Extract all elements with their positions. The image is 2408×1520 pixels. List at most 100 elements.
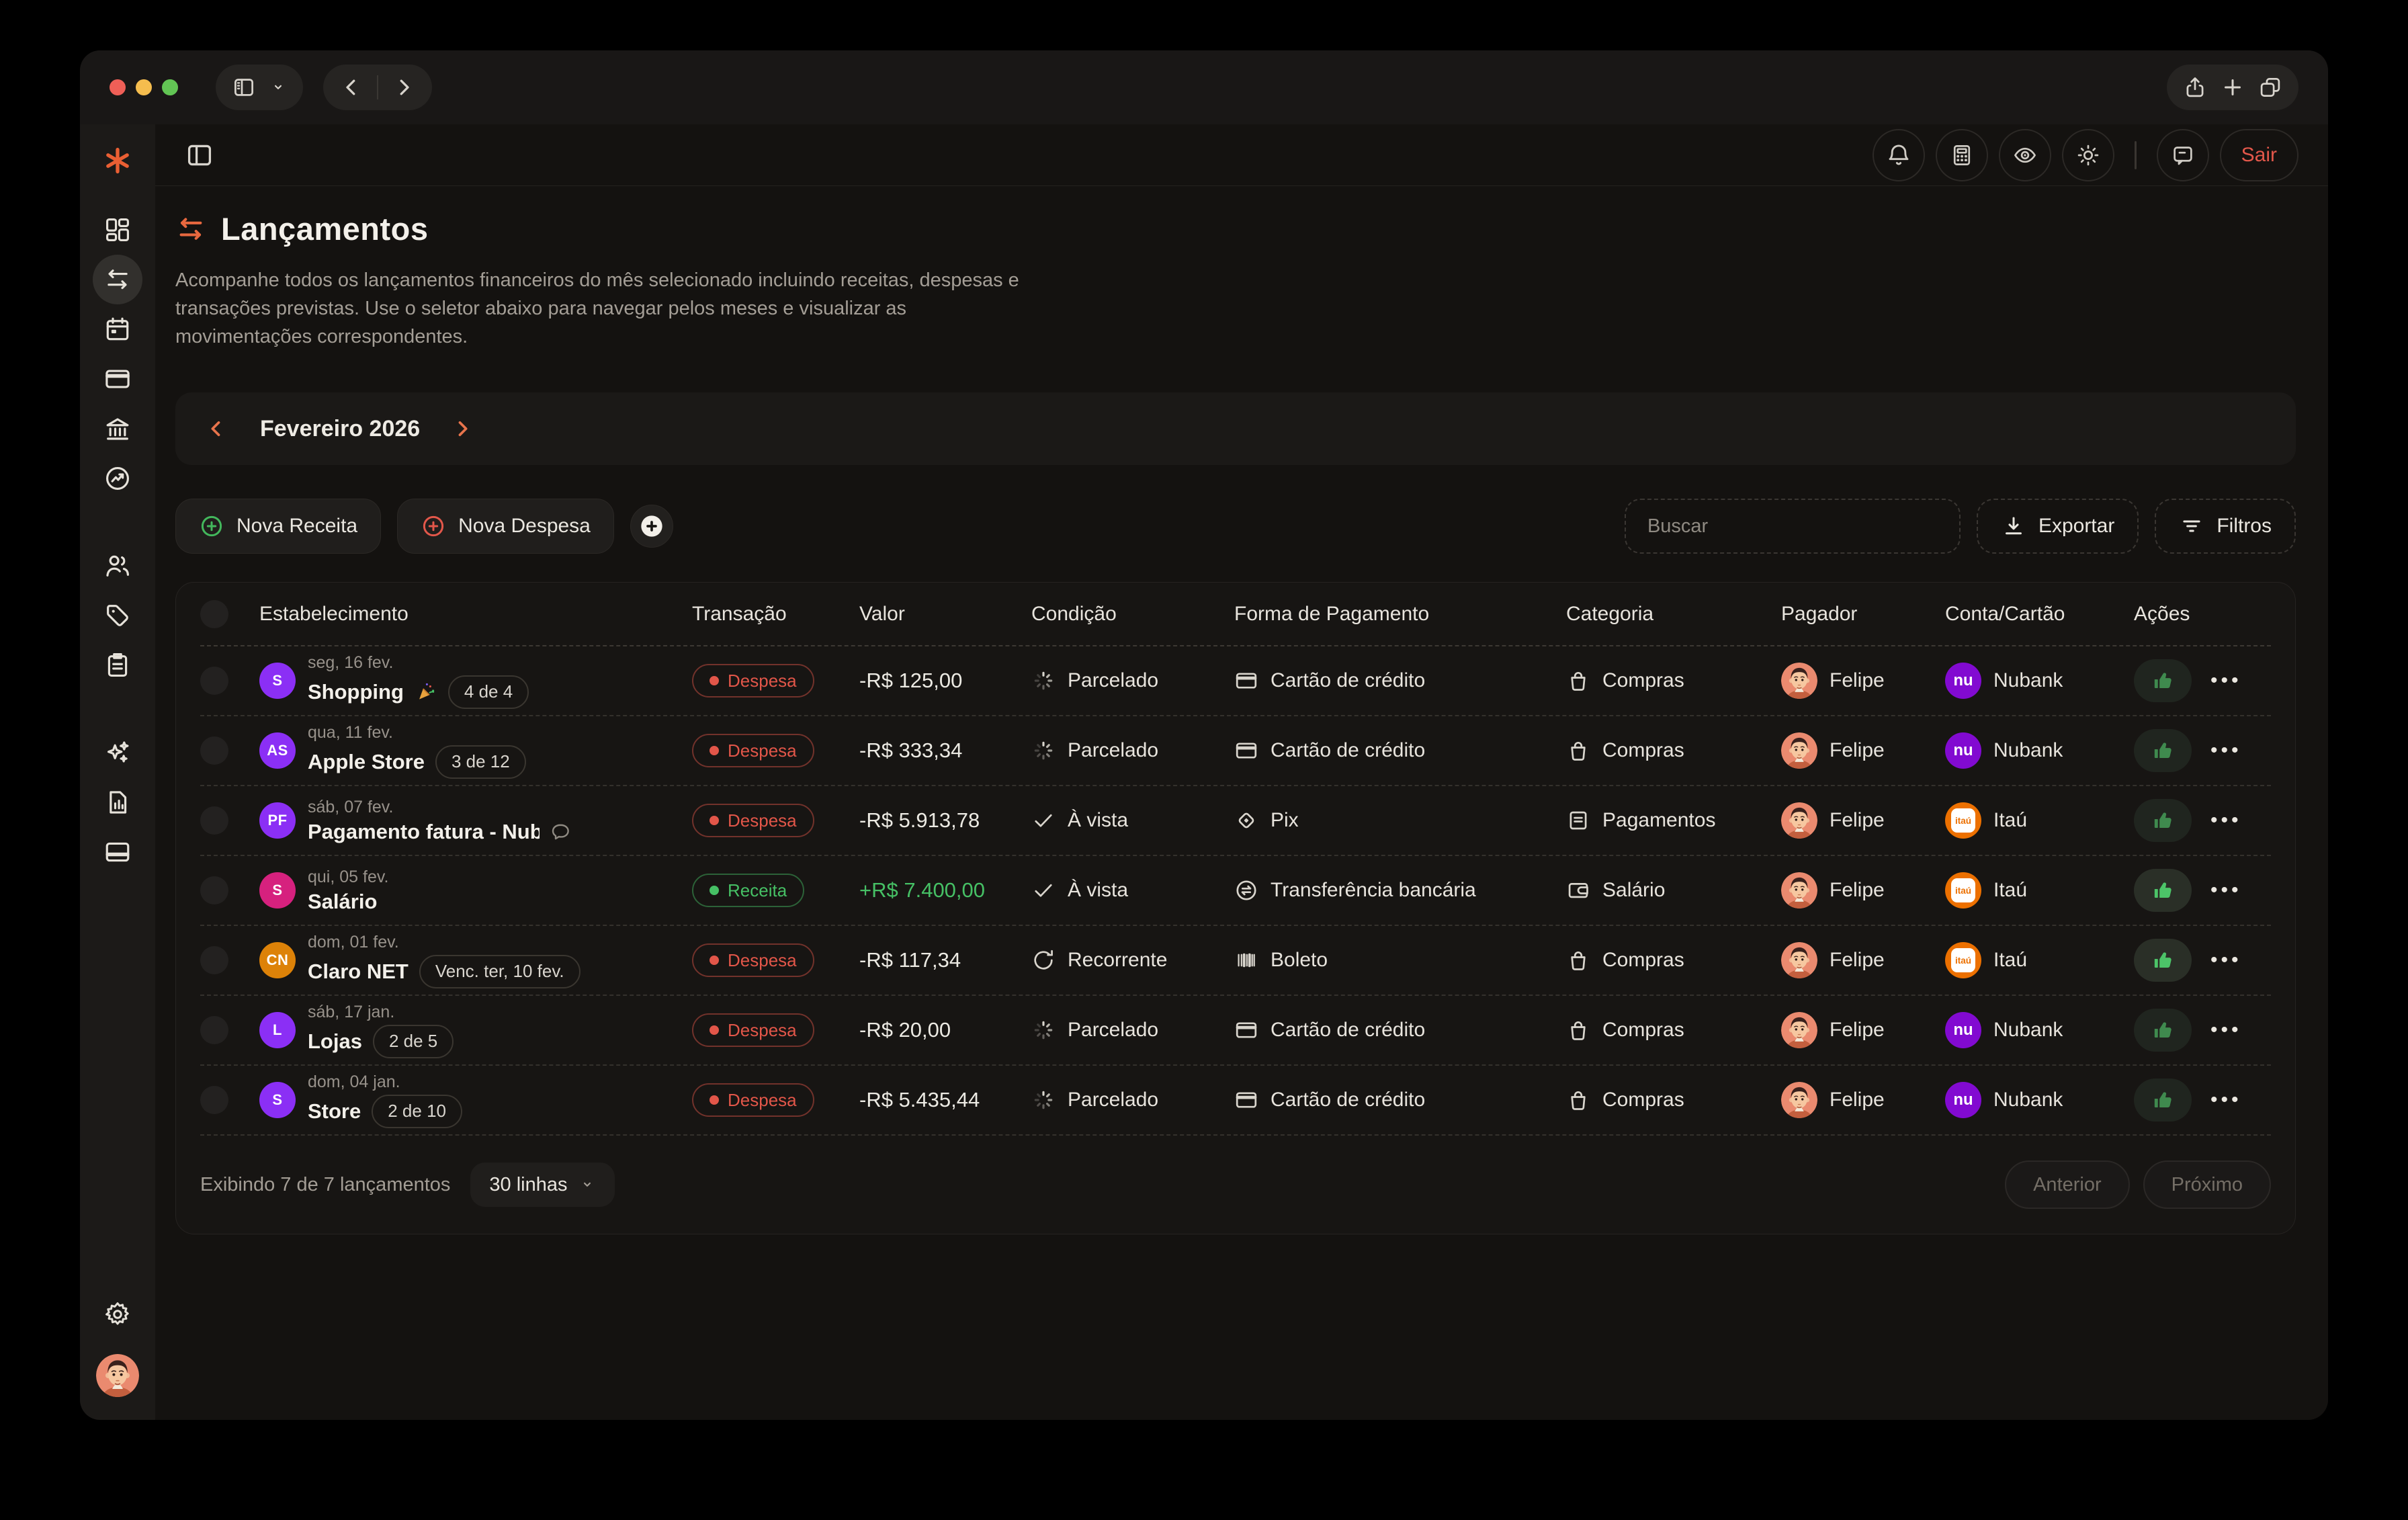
collapse-sidebar-button[interactable] [185, 137, 221, 173]
row-menu-button[interactable]: ••• [2204, 1019, 2249, 1042]
row-menu-button[interactable]: ••• [2204, 739, 2249, 762]
user-avatar[interactable] [96, 1354, 139, 1397]
column-header: Valor [859, 602, 905, 625]
previous-page-button[interactable]: Anterior [2005, 1160, 2130, 1209]
chevron-down-icon [583, 1182, 591, 1187]
bag-icon [1571, 952, 1586, 970]
sidebar-item-settings[interactable] [93, 1290, 142, 1339]
forward-icon[interactable] [392, 75, 416, 99]
export-button[interactable]: Exportar [1976, 499, 2139, 554]
sidebar-item-members[interactable] [93, 541, 142, 591]
minimize-window-button[interactable] [136, 79, 152, 95]
sidebar-item-planner[interactable] [93, 640, 142, 690]
row-menu-button[interactable]: ••• [2204, 809, 2249, 832]
approve-button[interactable] [2134, 1009, 2192, 1052]
approve-button[interactable] [2134, 729, 2192, 772]
new-expense-button[interactable]: Nova Despesa [397, 499, 614, 554]
plus-circle-green-icon [201, 515, 222, 537]
row-checkbox[interactable] [200, 736, 228, 765]
row-checkbox[interactable] [200, 1086, 228, 1114]
table-row[interactable]: PF sáb, 07 fev. Pagamento fatura - Nuba … [200, 786, 2271, 856]
table-row[interactable]: S seg, 16 fev. Shopping 4 de 4 Despesa -… [200, 646, 2271, 716]
sidebar-item-calendar[interactable] [93, 304, 142, 354]
sidebar-item-transactions[interactable] [93, 255, 142, 304]
sidebar-item-performance[interactable] [93, 454, 142, 503]
approve-button[interactable] [2134, 799, 2192, 842]
bag-icon [1571, 1021, 1586, 1040]
rows-per-page-select[interactable]: 30 linhas [470, 1163, 615, 1207]
approve-button[interactable] [2134, 659, 2192, 702]
row-menu-button[interactable]: ••• [2204, 879, 2249, 902]
column-header: Categoria [1566, 602, 1654, 625]
quick-add-button[interactable] [630, 505, 673, 548]
row-menu-button[interactable]: ••• [2204, 949, 2249, 972]
app-window: Sair Lançamentos Acompanhe todos os lanç… [80, 50, 2328, 1420]
logout-button[interactable]: Sair [2219, 128, 2298, 181]
payment-method-label: Cartão de crédito [1271, 669, 1426, 691]
zoom-window-button[interactable] [162, 79, 178, 95]
comment-icon[interactable] [550, 821, 572, 843]
new-tab-icon[interactable] [2221, 75, 2245, 99]
itau-logo: itaú [1945, 942, 1981, 978]
sidebar-item-assistant[interactable] [93, 728, 142, 777]
row-menu-button[interactable]: ••• [2204, 1089, 2249, 1111]
transaction-date: sáb, 07 fev. [308, 797, 394, 816]
plus-circle-red-icon [423, 515, 444, 537]
feedback-button[interactable] [2156, 128, 2209, 181]
thumbs-up-icon [2154, 812, 2172, 829]
approve-button[interactable] [2134, 939, 2192, 982]
card-icon [105, 370, 130, 388]
theme-toggle-button[interactable] [2061, 128, 2114, 181]
select-all-checkbox[interactable] [200, 599, 228, 628]
row-menu-button[interactable]: ••• [2204, 669, 2249, 692]
transaction-date: qui, 05 fev. [308, 867, 389, 886]
theme-sun-icon [2077, 144, 2098, 165]
row-checkbox[interactable] [200, 806, 228, 835]
search-input[interactable] [1624, 499, 1961, 554]
sidebar-item-wallet[interactable] [93, 827, 142, 877]
table-row[interactable]: S dom, 04 jan. Store 2 de 10 Despesa -R$… [200, 1066, 2271, 1136]
privacy-button[interactable] [1998, 128, 2051, 181]
traffic-lights [110, 79, 178, 95]
row-checkbox[interactable] [200, 667, 228, 695]
sidebar-item-tags[interactable] [93, 591, 142, 640]
table-row[interactable]: S qui, 05 fev. Salário Receita +R$ 7.400… [200, 856, 2271, 926]
transaction-type-badge: Despesa [692, 804, 814, 837]
tab-overview-icon[interactable] [2258, 75, 2282, 99]
transaction-value: +R$ 7.400,00 [859, 878, 986, 902]
sidebar-item-cards[interactable] [93, 354, 142, 404]
approve-button[interactable] [2134, 1079, 2192, 1122]
filters-button[interactable]: Filtros [2155, 499, 2296, 554]
row-checkbox[interactable] [200, 1016, 228, 1044]
calculator-button[interactable] [1935, 128, 1988, 181]
back-icon[interactable] [339, 75, 363, 99]
condition-label: Parcelado [1068, 739, 1159, 761]
chevron-down-icon[interactable] [269, 79, 287, 96]
sidebar-item-bank[interactable] [93, 404, 142, 454]
row-checkbox[interactable] [200, 946, 228, 974]
merchant-avatar: L [259, 1012, 296, 1048]
settings-gear-icon [105, 1302, 129, 1325]
condition-label: À vista [1068, 879, 1129, 901]
next-page-button[interactable]: Próximo [2143, 1160, 2271, 1209]
share-icon[interactable] [2183, 75, 2207, 99]
sidebar-toggle-icon[interactable] [232, 75, 256, 99]
sidebar-item-dashboard[interactable] [93, 205, 142, 255]
new-income-button[interactable]: Nova Receita [175, 499, 382, 554]
approve-button[interactable] [2134, 869, 2192, 912]
row-checkbox[interactable] [200, 876, 228, 904]
next-month-button[interactable] [451, 417, 475, 441]
table-row[interactable]: L sáb, 17 jan. Lojas 2 de 5 Despesa -R$ … [200, 996, 2271, 1066]
notifications-button[interactable] [1872, 128, 1925, 181]
sidebar-item-reports[interactable] [93, 777, 142, 827]
payer-name: Felipe [1830, 669, 1885, 691]
table-row[interactable]: CN dom, 01 fev. Claro NET Venc. ter, 10 … [200, 926, 2271, 996]
previous-month-button[interactable] [205, 417, 229, 441]
table-row[interactable]: AS qua, 11 fev. Apple Store 3 de 12 Desp… [200, 716, 2271, 786]
payment-method-label: Cartão de crédito [1271, 1089, 1426, 1111]
column-header: Ações [2134, 602, 2190, 625]
app-logo[interactable] [92, 135, 143, 186]
sidebar-toggle-group[interactable] [216, 65, 303, 110]
condition-label: Parcelado [1068, 1089, 1159, 1111]
close-window-button[interactable] [110, 79, 126, 95]
